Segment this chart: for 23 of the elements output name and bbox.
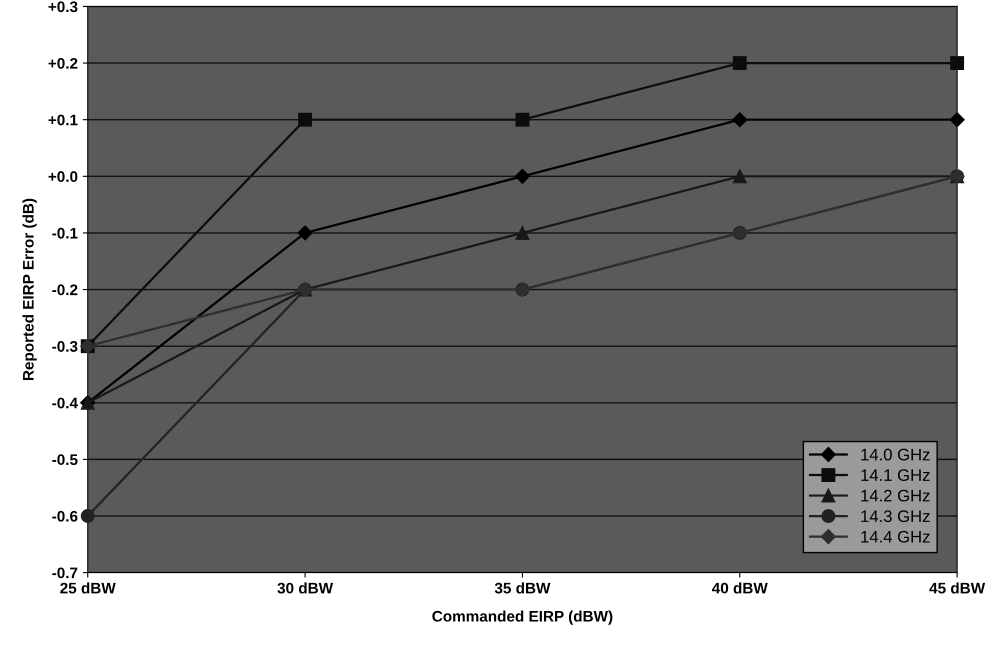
x-tick-label: 30 dBW xyxy=(277,582,334,594)
y-tick-label: -0.7 xyxy=(52,567,78,578)
y-tick-label: -0.6 xyxy=(52,510,78,522)
x-axis-title: Commanded EIRP (dBW) xyxy=(432,610,612,625)
x-tick-label: 35 dBW xyxy=(494,582,550,594)
y-tick-label: -0.5 xyxy=(52,454,78,466)
x-tick-label: 25 dBW xyxy=(60,582,116,594)
legend-label: 14.4 GHz xyxy=(861,530,930,543)
y-tick-label: +0.2 xyxy=(48,58,78,69)
y-tick-label: -0.4 xyxy=(52,398,78,408)
x-tick-label: 45 dBW xyxy=(929,582,986,594)
x-tick-label: 40 dBW xyxy=(712,582,768,594)
y-tick-label: +0.0 xyxy=(48,171,78,182)
legend-label: 14.3 GHz xyxy=(861,510,930,522)
y-axis-title: Reported EIRP Error (dB) xyxy=(22,198,37,380)
legend-label: 14.2 GHz xyxy=(861,490,930,502)
y-tick-label: +0.3 xyxy=(48,1,78,12)
y-tick-label: +0.1 xyxy=(48,114,78,126)
legend-label: 14.1 GHz xyxy=(861,469,930,482)
y-tick-label: -0.3 xyxy=(52,341,78,352)
y-tick-label: -0.2 xyxy=(52,284,78,296)
y-tick-label: -0.1 xyxy=(52,228,78,239)
legend-label: 14.0 GHz xyxy=(861,448,930,460)
